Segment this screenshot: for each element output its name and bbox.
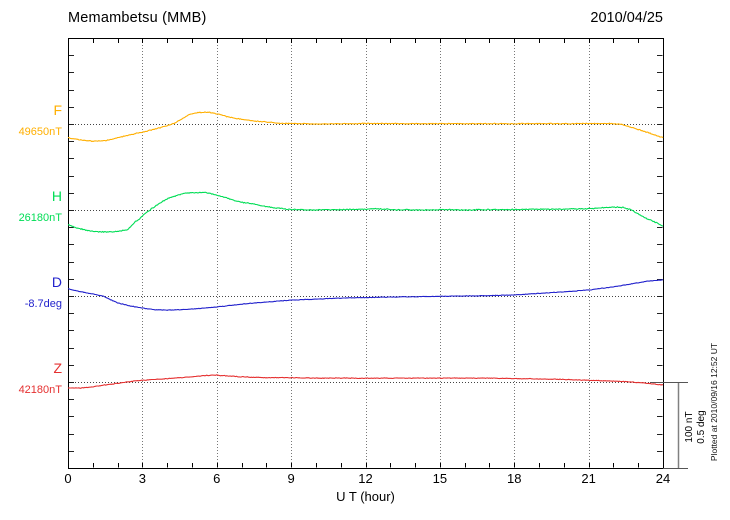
scale-bar-label: 100 nT 0.5 deg: [684, 389, 710, 465]
channel-baseline-F: 49650nT: [18, 126, 62, 138]
page-title: Memambetsu (MMB): [68, 10, 207, 26]
x-tick-label-3: 3: [138, 471, 146, 486]
trace-Z: [67, 374, 664, 389]
channel-baseline-Z: 42180nT: [18, 384, 62, 396]
x-tick-label-0: 0: [64, 471, 72, 486]
channel-letter-D: D: [51, 274, 62, 290]
scale-bar-nt-label: 100 nT: [684, 411, 695, 443]
channel-baseline-H: 26180nT: [18, 212, 62, 224]
channel-letter-H: H: [51, 188, 62, 204]
x-tick-label-24: 24: [655, 471, 671, 486]
scale-bar-deg-label: 0.5 deg: [696, 410, 707, 444]
trace-H: [67, 191, 664, 233]
channel-letter-F: F: [53, 102, 62, 118]
x-axis-title: U T (hour): [336, 489, 395, 504]
date-label: 2010/04/25: [590, 10, 663, 26]
x-tick-label-21: 21: [581, 471, 596, 486]
x-tick-label-12: 12: [358, 471, 373, 486]
channel-baseline-D: -8.7deg: [24, 298, 62, 310]
plot-frame: [68, 38, 664, 469]
x-tick-label-9: 9: [287, 471, 295, 486]
x-tick-label-6: 6: [213, 471, 221, 486]
trace-D: [67, 279, 664, 311]
channel-letter-Z: Z: [53, 360, 62, 376]
x-tick-label-18: 18: [507, 471, 522, 486]
x-tick-label-15: 15: [432, 471, 448, 486]
trace-F: [67, 111, 664, 143]
plotted-at-note: Plotted at 2010/09/16 12:52 UT: [709, 342, 719, 462]
